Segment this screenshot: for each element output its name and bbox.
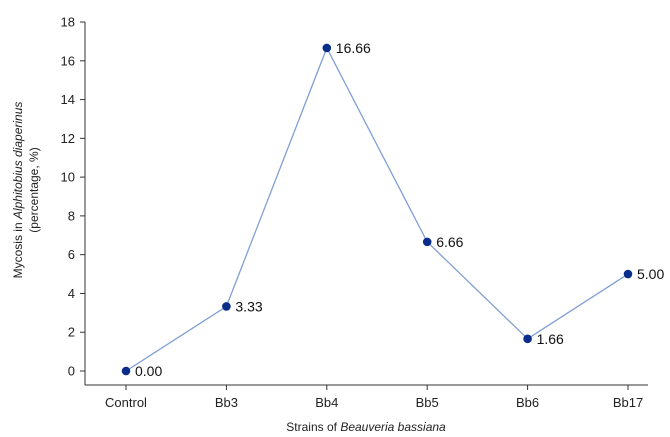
x-tick-label: Bb3: [215, 395, 238, 410]
y-tick-label: 18: [61, 15, 75, 30]
x-axis-title-prefix: Strains of: [286, 420, 340, 434]
y-tick-label: 12: [61, 131, 75, 146]
data-label: 1.66: [537, 331, 564, 347]
series: 0.00 3.33 16.66 6.66 1.66 5.00: [121, 40, 664, 379]
x-tick-label: Bb4: [315, 395, 338, 410]
y-axis-title-line1: Mycosis in Alphitobius diaperinus: [11, 102, 25, 279]
y-axis-title-line2: (percentage, %): [27, 147, 41, 232]
y-axis-title-line1-italic: Alphitobius diaperinus: [11, 102, 25, 220]
y-tick-label: 10: [61, 170, 75, 185]
data-label: 5.00: [637, 266, 664, 282]
x-tick-label: Control: [105, 395, 147, 410]
y-tick-label: 2: [68, 325, 75, 340]
series-line: [125, 46, 629, 372]
y-tick-label: 8: [68, 208, 75, 223]
y-tick-label: 0: [68, 364, 75, 379]
data-point: [422, 237, 432, 247]
axes: [84, 22, 648, 386]
y-tick-label: 4: [68, 286, 75, 301]
y-axis-title-line1-prefix: Mycosis in: [11, 219, 25, 278]
x-ticks: Control Bb3 Bb4 Bb5 Bb6 Bb17: [105, 385, 643, 410]
x-axis-title: Strains of Beauveria bassiana: [286, 420, 446, 434]
x-axis-title-italic: Beauveria bassiana: [340, 420, 446, 434]
data-label: 3.33: [235, 298, 262, 314]
y-tick-label: 14: [61, 92, 75, 107]
x-tick-label: Bb6: [516, 395, 539, 410]
data-point: [121, 366, 131, 376]
data-label: 0.00: [135, 363, 162, 379]
data-point: [623, 269, 633, 279]
data-point: [222, 302, 231, 311]
data-point: [523, 334, 532, 344]
y-tick-label: 6: [68, 247, 75, 262]
data-label: 16.66: [336, 40, 371, 56]
x-tick-label: Bb17: [613, 395, 643, 410]
data-point: [322, 43, 332, 53]
y-axis-title: Mycosis in Alphitobius diaperinus (perce…: [11, 102, 41, 279]
x-tick-label: Bb5: [416, 395, 439, 410]
y-tick-label: 16: [61, 53, 75, 68]
y-ticks: 0 2 4 6 8 10 12 14 16 18: [61, 15, 85, 379]
data-label: 6.66: [436, 234, 463, 250]
